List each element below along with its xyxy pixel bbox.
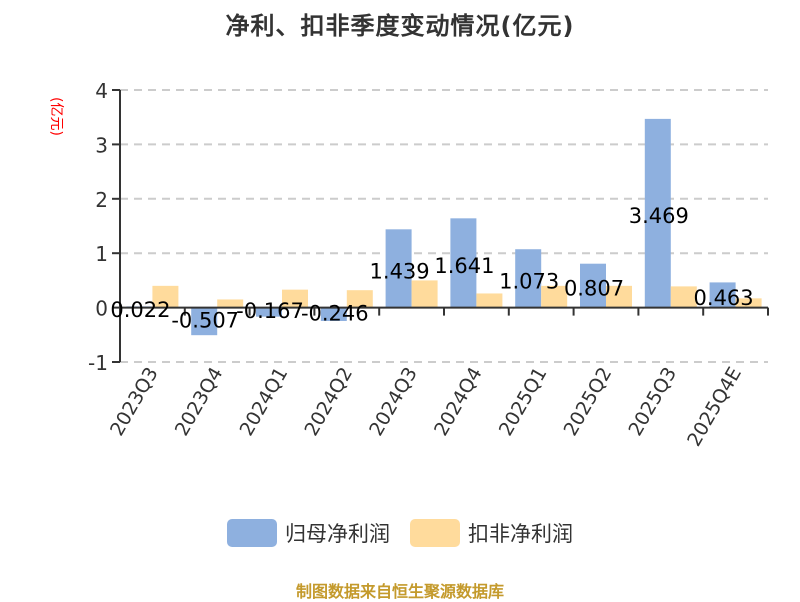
- x-tick-label: 2025Q3: [624, 364, 681, 440]
- data-label: 0.807: [564, 277, 624, 301]
- x-tick-label: 2024Q4: [430, 364, 487, 440]
- data-label: 1.641: [434, 254, 494, 278]
- bar-deducted-net-profit[interactable]: [217, 299, 244, 308]
- data-label: 3.469: [629, 204, 689, 228]
- legend-label: 归母净利润: [285, 522, 390, 546]
- y-tick-label: 4: [95, 79, 108, 103]
- legend-swatch: [410, 519, 460, 547]
- x-tick-label: 2023Q3: [106, 364, 163, 440]
- y-tick-label: 1: [95, 242, 108, 266]
- x-tick-label: 2025Q1: [495, 364, 552, 440]
- bar-parent-net-profit[interactable]: [320, 307, 347, 321]
- x-tick-label: 2024Q1: [236, 364, 293, 440]
- bar-deducted-net-profit[interactable]: [606, 285, 632, 308]
- bar-deducted-net-profit[interactable]: [670, 286, 697, 308]
- bar-parent-net-profit[interactable]: [515, 249, 542, 308]
- x-tick-label: 2024Q3: [365, 364, 422, 440]
- bar-parent-net-profit[interactable]: [256, 307, 282, 317]
- data-label: 0.022: [110, 298, 170, 322]
- bar-parent-net-profit[interactable]: [450, 218, 477, 308]
- bar-parent-net-profit[interactable]: [709, 282, 736, 308]
- bar-deducted-net-profit[interactable]: [541, 285, 568, 308]
- data-label: -0.507: [171, 308, 239, 332]
- bar-parent-net-profit[interactable]: [644, 118, 671, 308]
- bars: [126, 118, 762, 336]
- chart-title: 净利、扣非季度变动情况(亿元): [225, 12, 575, 40]
- bar-deducted-net-profit[interactable]: [476, 293, 503, 308]
- bar-parent-net-profit[interactable]: [580, 263, 606, 308]
- x-tick-label: 2024Q2: [300, 364, 357, 440]
- data-label: -0.246: [301, 301, 369, 325]
- legend-item-parent-net-profit[interactable]: 归母净利润: [227, 518, 390, 548]
- x-tick-label: 2023Q4: [171, 364, 228, 440]
- data-label: 1.073: [499, 269, 559, 293]
- data-source-note: 制图数据来自恒生聚源数据库: [295, 582, 504, 601]
- y-tick-label: 2: [95, 188, 108, 212]
- legend-swatch: [227, 519, 277, 547]
- data-label: 0.463: [694, 286, 754, 310]
- y-tick-label: 0: [95, 297, 108, 321]
- y-tick-label: 3: [95, 133, 108, 157]
- x-tick-label: 2025Q2: [560, 364, 617, 440]
- bar-deducted-net-profit[interactable]: [411, 280, 438, 308]
- y-tick-label: -1: [88, 351, 108, 375]
- data-label: 1.439: [370, 259, 430, 283]
- bar-deducted-net-profit[interactable]: [346, 290, 373, 308]
- x-axis-tick-labels: 2023Q3 2023Q4 2024Q1 2024Q2 2024Q3 2024Q4 2025…: [106, 364, 746, 451]
- legend-label: 扣非净利润: [468, 522, 573, 546]
- bar-parent-net-profit[interactable]: [191, 307, 218, 336]
- bar-deducted-net-profit[interactable]: [152, 285, 179, 308]
- legend: 归母净利润 扣非净利润: [0, 518, 800, 548]
- bar-parent-net-profit[interactable]: [385, 229, 412, 308]
- data-label: -0.167: [236, 299, 304, 323]
- axes: -1 0 1 2 3 4: [88, 79, 769, 375]
- legend-item-deducted-net-profit[interactable]: 扣非净利润: [410, 518, 573, 548]
- x-tick-label: 2025Q4E: [683, 364, 746, 451]
- bar-deducted-net-profit[interactable]: [735, 298, 762, 308]
- bar-deducted-net-profit[interactable]: [282, 289, 308, 308]
